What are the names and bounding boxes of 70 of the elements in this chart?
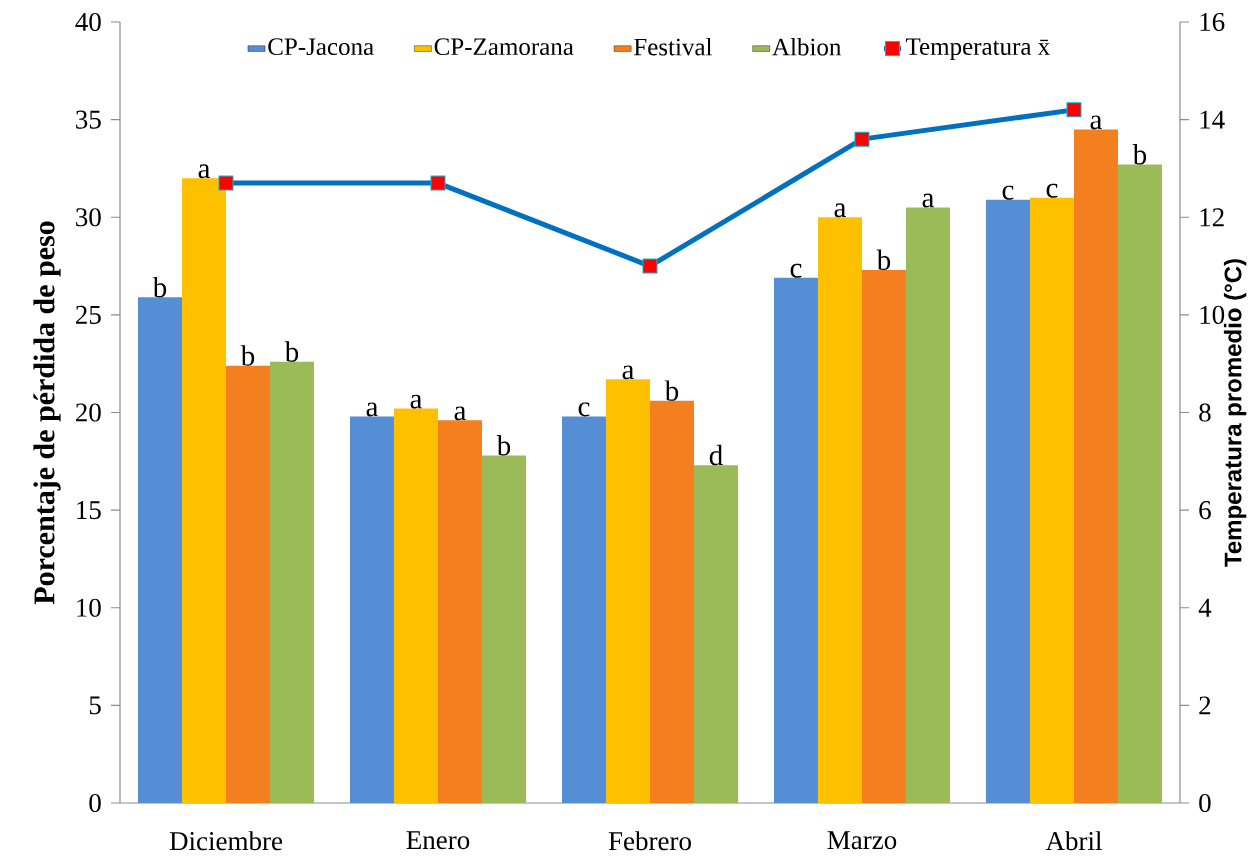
bar [1117, 164, 1162, 803]
y-tick-label: 5 [89, 696, 101, 715]
y2-tick-label: 14 [1200, 110, 1225, 129]
y2-tick-label: 16 [1200, 12, 1225, 32]
y2-tick-label: 2 [1199, 696, 1211, 715]
y2-tick-label: 0 [1199, 793, 1211, 813]
y-tick-label: 10 [77, 598, 101, 617]
data-label: a [922, 193, 935, 208]
y-tick-label: 30 [76, 208, 101, 227]
bar [349, 416, 394, 803]
y-tick-label: 35 [76, 110, 101, 129]
y2-tick-label: 10 [1200, 305, 1225, 324]
data-label: a [622, 365, 635, 380]
bar [773, 277, 818, 803]
y2-axis-title: Temperatura promedio (°C) [1223, 259, 1247, 567]
bar [437, 420, 482, 803]
data-label: c [790, 263, 802, 278]
y2-tick-label: 4 [1198, 598, 1212, 617]
bar [182, 178, 226, 803]
bar [270, 361, 314, 803]
bar [393, 408, 438, 803]
bar [481, 455, 526, 803]
legend-label: Albion [772, 37, 842, 56]
x-tick-label: Enero [406, 831, 470, 850]
legend-label: Temperatura x̄ [905, 38, 1050, 61]
bar [1029, 197, 1074, 803]
bar [985, 199, 1030, 803]
data-label: c [1002, 185, 1014, 200]
bar [905, 207, 950, 803]
data-label: b [876, 249, 891, 270]
bar [226, 365, 270, 803]
data-label: d [709, 444, 723, 466]
y-tick-label: 40 [75, 12, 101, 32]
bar [817, 217, 862, 803]
y2-tick-label: 8 [1199, 403, 1211, 422]
y-tick-label: 25 [76, 305, 101, 324]
data-label: b [240, 345, 255, 366]
bar [561, 416, 606, 803]
legend-label: Festival [634, 37, 713, 56]
data-label: a [834, 203, 847, 218]
x-tick-label: Febrero [608, 831, 691, 851]
data-label: a [366, 402, 379, 417]
bar [605, 379, 650, 803]
legend-label: CP-Jacona [268, 38, 374, 56]
y-tick-label: 0 [89, 793, 101, 813]
bar [138, 297, 182, 803]
x-tick-label: Marzo [827, 831, 897, 850]
data-label: c [578, 402, 590, 417]
data-label: c [1046, 183, 1058, 198]
bar [1073, 129, 1118, 803]
data-label: b [664, 380, 679, 401]
y2-tick-label: 6 [1199, 501, 1211, 520]
data-label: b [496, 435, 511, 456]
data-label: b [1132, 144, 1147, 165]
data-label: a [454, 406, 467, 421]
data-label: a [198, 164, 211, 179]
bar [861, 269, 906, 803]
bar [693, 465, 738, 803]
y-axis-title: Porcentaje de pérdida de peso [33, 221, 61, 605]
data-label: b [152, 276, 167, 298]
legend-label: CP-Zamorana [434, 38, 574, 56]
y2-tick-label: 12 [1200, 208, 1224, 227]
data-label: a [1090, 115, 1102, 130]
x-tick-label: Diciembre [169, 831, 283, 851]
data-label: b [284, 341, 299, 362]
x-tick-label: Abril [1045, 831, 1102, 851]
y-tick-label: 20 [76, 403, 101, 422]
bar [649, 400, 694, 803]
data-label: a [410, 394, 423, 409]
y-tick-label: 15 [77, 501, 101, 520]
